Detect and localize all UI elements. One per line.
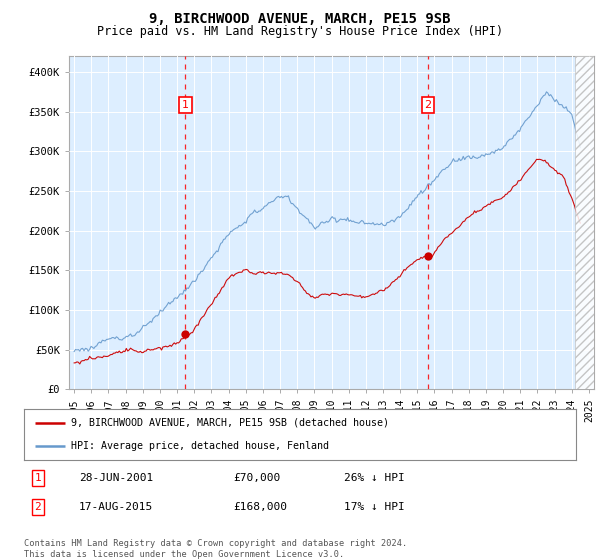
- Text: 17-AUG-2015: 17-AUG-2015: [79, 502, 154, 512]
- Text: 26% ↓ HPI: 26% ↓ HPI: [344, 473, 405, 483]
- Text: 2: 2: [424, 100, 431, 110]
- Text: £168,000: £168,000: [234, 502, 288, 512]
- Text: 1: 1: [182, 100, 189, 110]
- Text: Contains HM Land Registry data © Crown copyright and database right 2024.
This d: Contains HM Land Registry data © Crown c…: [24, 539, 407, 559]
- Text: 17% ↓ HPI: 17% ↓ HPI: [344, 502, 405, 512]
- Text: 1: 1: [34, 473, 41, 483]
- Text: £70,000: £70,000: [234, 473, 281, 483]
- Text: 9, BIRCHWOOD AVENUE, MARCH, PE15 9SB (detached house): 9, BIRCHWOOD AVENUE, MARCH, PE15 9SB (de…: [71, 418, 389, 428]
- Text: 28-JUN-2001: 28-JUN-2001: [79, 473, 154, 483]
- Text: 2: 2: [34, 502, 41, 512]
- Text: HPI: Average price, detached house, Fenland: HPI: Average price, detached house, Fenl…: [71, 441, 329, 451]
- Text: 9, BIRCHWOOD AVENUE, MARCH, PE15 9SB: 9, BIRCHWOOD AVENUE, MARCH, PE15 9SB: [149, 12, 451, 26]
- Text: Price paid vs. HM Land Registry's House Price Index (HPI): Price paid vs. HM Land Registry's House …: [97, 25, 503, 38]
